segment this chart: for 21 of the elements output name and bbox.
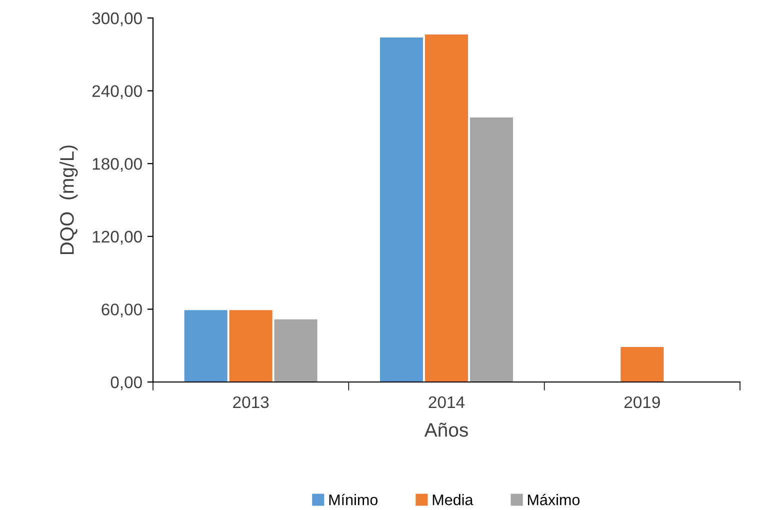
y-tick-label: 120,00 <box>92 230 142 245</box>
y-tick-label: 300,00 <box>92 12 142 26</box>
x-tick-label: 2019 <box>624 396 660 408</box>
legend-label: Media <box>432 494 474 506</box>
x-tick-label: 2014 <box>428 396 465 408</box>
legend-label: Máximo <box>528 494 580 506</box>
bar <box>380 38 424 382</box>
y-tick-label: 180,00 <box>92 158 142 172</box>
y-tick-label: 60,00 <box>102 304 142 318</box>
x-axis-title: Años <box>424 422 468 437</box>
bar <box>184 310 228 382</box>
legend-label: Mínimo <box>329 494 378 506</box>
bar <box>274 319 318 382</box>
bar <box>470 117 514 382</box>
bar <box>620 347 664 382</box>
bar <box>424 34 468 382</box>
x-tick-label: 2013 <box>233 396 269 408</box>
bar <box>229 310 272 382</box>
y-tick-label: 240,00 <box>92 85 142 99</box>
y-tick-label: 0,00 <box>110 376 142 390</box>
y-axis-title: DQO (mg/L) <box>60 146 78 254</box>
